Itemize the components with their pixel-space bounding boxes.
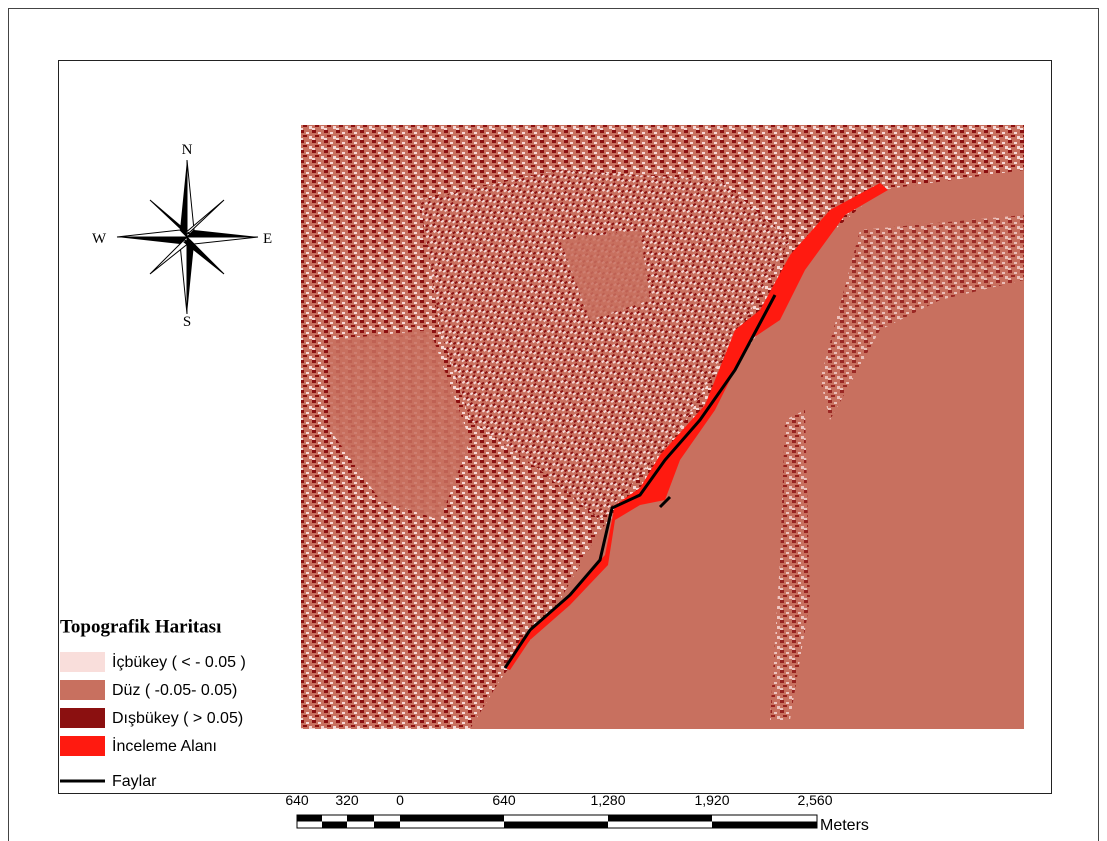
scale-unit: Meters bbox=[820, 817, 869, 834]
scale-label: 640 bbox=[285, 792, 309, 808]
scale-label: 1,920 bbox=[694, 792, 729, 808]
compass-s: S bbox=[183, 314, 191, 330]
scale-label: 320 bbox=[335, 792, 359, 808]
legend-swatch bbox=[60, 708, 105, 728]
scale-label: 0 bbox=[396, 792, 404, 808]
legend-swatch bbox=[60, 652, 105, 672]
legend-label: İnceleme Alanı bbox=[112, 736, 217, 755]
raster bbox=[301, 125, 1024, 729]
compass-n: N bbox=[182, 142, 193, 158]
legend-label: Dışbükey ( > 0.05) bbox=[112, 710, 243, 727]
legend-title: Topografik Haritası bbox=[60, 616, 221, 637]
legend-swatch bbox=[60, 680, 105, 700]
legend-label: İçbükey ( < - 0.05 ) bbox=[112, 652, 246, 671]
scale-bar: 640 320 0 640 1,280 1,920 2,560 Meters bbox=[285, 792, 869, 834]
scale-label: 2,560 bbox=[797, 792, 832, 808]
scale-label: 1,280 bbox=[590, 792, 625, 808]
scale-label: 640 bbox=[492, 792, 516, 808]
legend-swatch bbox=[60, 736, 105, 756]
legend-label: Faylar bbox=[112, 773, 157, 790]
compass-w: W bbox=[92, 231, 107, 247]
compass-e: E bbox=[263, 231, 272, 247]
map-layout: N S E W Topografik Haritası İçbükey ( < … bbox=[0, 0, 1107, 841]
legend-label: Düz ( -0.05- 0.05) bbox=[112, 682, 237, 699]
